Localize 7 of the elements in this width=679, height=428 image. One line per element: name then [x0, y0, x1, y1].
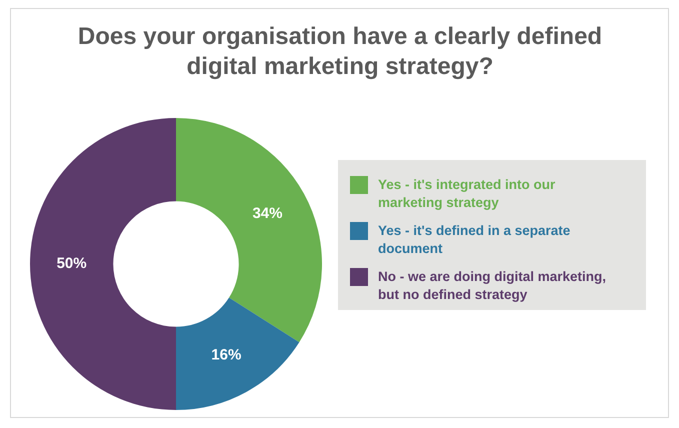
data-label: 34% [252, 204, 282, 222]
legend-label: No - we are doing digital marketing, but no defined strategy [378, 268, 608, 304]
legend-label: Yes - it's integrated into our marketing strategy [378, 176, 556, 212]
data-label: 50% [56, 255, 87, 272]
legend-label: Yes - it's defined in a separate document [378, 222, 572, 258]
chart-title: Does your organisation have a clearly defined digital marketing strategy? [76, 22, 604, 82]
data-label: 16% [211, 346, 242, 364]
